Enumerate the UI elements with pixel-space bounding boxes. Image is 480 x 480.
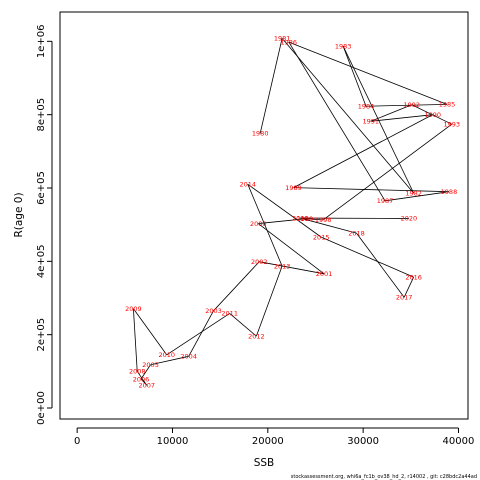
year-label-1989: 1989 bbox=[285, 184, 302, 192]
year-label-1985: 1985 bbox=[439, 101, 456, 109]
x-tick-label: 40000 bbox=[443, 436, 475, 447]
segment-2005-2006 bbox=[140, 364, 151, 380]
segment-2018-2019 bbox=[300, 217, 357, 234]
segment-2014-2015 bbox=[247, 184, 322, 238]
y-axis: 0e+00 2e+05 4e+05 6e+05 8e+05 1e+06 bbox=[36, 25, 53, 425]
segment-1982-1983 bbox=[342, 45, 415, 194]
year-label-1980: 1980 bbox=[252, 130, 269, 138]
segment-2013-2014 bbox=[247, 184, 283, 267]
y-axis-title: R(age 0) bbox=[13, 192, 25, 237]
segment-2017-2018 bbox=[356, 232, 405, 298]
segment-1983-1984 bbox=[342, 45, 367, 107]
segment-1990-1991 bbox=[370, 114, 433, 122]
segment-1986-1987 bbox=[288, 41, 386, 202]
segment-1988-1989 bbox=[293, 187, 449, 193]
y-tick-label: 0e+00 bbox=[36, 391, 47, 425]
segment-2011-2012 bbox=[229, 313, 257, 337]
segment-2009-2010 bbox=[133, 308, 168, 356]
year-label-1993: 1993 bbox=[444, 121, 461, 129]
x-tick-label: 20000 bbox=[252, 436, 284, 447]
year-label-1984: 1984 bbox=[358, 103, 375, 111]
year-label-2009: 2009 bbox=[125, 305, 142, 313]
segment-1991-1992 bbox=[370, 104, 412, 122]
year-label-1999: 1999 bbox=[297, 215, 314, 223]
year-labels: 1980 1981 1982 1983 1984 1985 1986 1987 1988 1989… bbox=[125, 35, 460, 390]
segment-2012-2013 bbox=[255, 265, 283, 337]
year-label-2000: 2000 bbox=[250, 220, 267, 228]
y-tick-label: 1e+06 bbox=[36, 25, 47, 59]
year-label-1987: 1987 bbox=[377, 197, 394, 205]
segment-2002-2003 bbox=[213, 261, 260, 312]
year-label-1981: 1981 bbox=[274, 35, 291, 43]
year-label-1992: 1992 bbox=[403, 101, 420, 109]
segment-2004-2005 bbox=[150, 355, 189, 366]
year-label-1982: 1982 bbox=[405, 189, 422, 197]
year-label-2007: 2007 bbox=[138, 382, 155, 390]
segment-2016-2017 bbox=[403, 276, 415, 298]
year-label-2012: 2012 bbox=[248, 332, 265, 340]
year-label-1991: 1991 bbox=[362, 118, 379, 126]
x-tick-label: 0 bbox=[74, 436, 80, 447]
year-label-2004: 2004 bbox=[180, 353, 197, 361]
year-label-2020: 2020 bbox=[401, 215, 418, 223]
y-tick-label: 6e+05 bbox=[36, 171, 47, 205]
year-label-2002: 2002 bbox=[251, 258, 268, 266]
segment-2010-2011 bbox=[166, 313, 230, 356]
x-tick-label: 10000 bbox=[157, 436, 189, 447]
segment-2007-2008 bbox=[136, 371, 148, 386]
year-label-1983: 1983 bbox=[335, 42, 352, 50]
y-tick-label: 8e+05 bbox=[36, 98, 47, 132]
recruitment-path bbox=[133, 38, 453, 386]
year-label-2019: 2019 bbox=[292, 214, 309, 222]
segment-2008-2009 bbox=[133, 308, 138, 372]
year-label-2001: 2001 bbox=[316, 270, 333, 278]
segment-1998-1999 bbox=[304, 218, 324, 221]
segment-2001-2002 bbox=[259, 261, 325, 275]
year-label-2003: 2003 bbox=[205, 307, 222, 315]
segment-1987-1988 bbox=[385, 191, 449, 202]
year-label-2011: 2011 bbox=[221, 310, 238, 318]
x-tick-label: 30000 bbox=[347, 436, 379, 447]
segment-1981-1982 bbox=[281, 38, 414, 194]
year-label-2005: 2005 bbox=[142, 361, 159, 369]
year-label-2013: 2013 bbox=[274, 262, 291, 270]
segment-1985-1986 bbox=[288, 41, 448, 105]
year-label-2018: 2018 bbox=[348, 229, 365, 237]
year-label-2017: 2017 bbox=[396, 294, 413, 302]
year-label-2008: 2008 bbox=[129, 368, 146, 376]
y-tick-label: 2e+05 bbox=[36, 318, 47, 352]
year-label-1990: 1990 bbox=[424, 111, 441, 119]
year-label-2014: 2014 bbox=[240, 181, 257, 189]
segment-2015-2016 bbox=[321, 236, 414, 278]
segment-1993-1998 bbox=[322, 123, 453, 221]
plot-frame bbox=[59, 11, 469, 420]
year-label-1988: 1988 bbox=[441, 188, 458, 196]
footnote: stockassessment.org, whi6a_fc1b_ov38_hd_… bbox=[291, 474, 477, 480]
year-label-1998: 1998 bbox=[315, 216, 332, 224]
segment-2003-2004 bbox=[188, 310, 214, 357]
year-label-2010: 2010 bbox=[158, 351, 175, 359]
segment-1980-1981 bbox=[259, 38, 283, 134]
year-label-2016: 2016 bbox=[405, 273, 422, 281]
x-axis: 0 10000 20000 30000 40000 bbox=[74, 427, 475, 447]
segment-1989-1990 bbox=[293, 114, 433, 188]
segment-2000-2001 bbox=[258, 223, 325, 275]
x-axis-title: SSB bbox=[254, 457, 275, 469]
year-label-2015: 2015 bbox=[313, 233, 330, 241]
y-tick-label: 4e+05 bbox=[36, 245, 47, 279]
segment-1992-1993 bbox=[411, 104, 452, 125]
year-label-1986: 1986 bbox=[281, 38, 298, 46]
segment-1984-1985 bbox=[365, 104, 448, 107]
year-label-2006: 2006 bbox=[133, 375, 150, 383]
